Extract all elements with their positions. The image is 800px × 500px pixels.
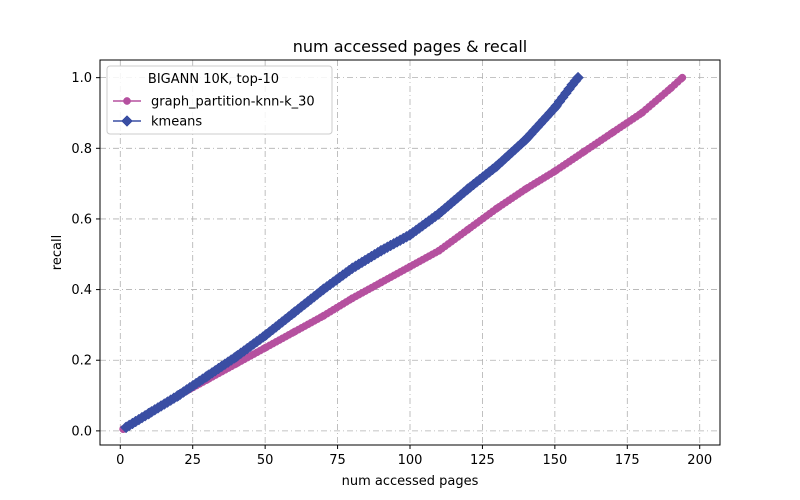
legend-label: kmeans	[151, 115, 202, 130]
data-point	[172, 389, 185, 402]
data-point	[491, 160, 503, 172]
x-tick-label: 125	[470, 453, 495, 468]
data-point	[608, 128, 617, 137]
legend: BIGANN 10K, top-10 graph_partition-knn-k…	[106, 65, 333, 135]
legend-item: kmeans	[113, 115, 202, 130]
y-tick-label: 0.4	[71, 283, 92, 298]
legend-item: graph_partition-knn-k_30	[113, 95, 315, 110]
legend-title: BIGANN 10K, top-10	[148, 72, 279, 87]
y-axis-label: recall	[50, 235, 65, 270]
data-point	[120, 421, 132, 434]
y-tick-label: 0.8	[71, 142, 92, 157]
data-point	[346, 262, 358, 275]
data-point	[319, 312, 327, 320]
data-point	[404, 228, 416, 241]
data-point	[666, 84, 675, 93]
data-point	[637, 109, 646, 117]
x-axis-label: num accessed pages	[342, 474, 479, 489]
y-tick-label: 0.2	[71, 354, 92, 369]
data-point	[143, 407, 156, 420]
legend-marker	[121, 115, 133, 127]
y-tick-label: 0.0	[71, 424, 92, 439]
data-point	[522, 185, 530, 193]
y-tick-label: 1.0	[71, 71, 92, 86]
data-point	[230, 350, 243, 363]
x-tick-label: 50	[257, 453, 274, 468]
grid	[100, 60, 720, 445]
series-layer	[119, 71, 687, 434]
chart-title: num accessed pages & recall	[293, 37, 527, 56]
x-tick-label: 175	[615, 453, 640, 468]
x-tick-label: 200	[687, 453, 712, 468]
data-point	[290, 328, 298, 336]
data-point	[261, 344, 269, 352]
data-point	[377, 278, 385, 287]
data-point	[406, 262, 414, 271]
data-point	[493, 204, 501, 213]
data-point	[566, 78, 579, 91]
data-point	[317, 283, 329, 296]
data-point	[433, 207, 445, 220]
y-tick-label: 0.6	[71, 212, 92, 227]
legend-marker	[123, 97, 131, 105]
legend-label: graph_partition-knn-k_30	[151, 95, 315, 110]
data-point	[678, 73, 687, 82]
legend-box	[106, 65, 333, 135]
data-point	[572, 71, 584, 84]
data-point	[462, 183, 474, 195]
x-tick-label: 100	[398, 453, 423, 468]
ticks: 0 25 50 75 100 125 150 175 200 0.0 0.2 0.4 0.6 0.8 1.0	[71, 71, 712, 468]
series-kmeans	[120, 71, 584, 434]
data-point	[348, 294, 356, 303]
data-point	[201, 370, 214, 382]
x-tick-label: 0	[116, 453, 124, 468]
data-point	[464, 225, 472, 234]
data-point	[551, 167, 559, 176]
data-point	[435, 246, 443, 255]
data-point	[520, 133, 532, 146]
x-tick-label: 25	[184, 453, 201, 468]
data-point	[579, 147, 588, 156]
x-tick-label: 75	[329, 453, 346, 468]
data-point	[375, 244, 387, 257]
data-point	[259, 329, 271, 342]
x-tick-label: 150	[542, 453, 567, 468]
data-point	[549, 101, 561, 114]
data-point	[288, 306, 300, 319]
